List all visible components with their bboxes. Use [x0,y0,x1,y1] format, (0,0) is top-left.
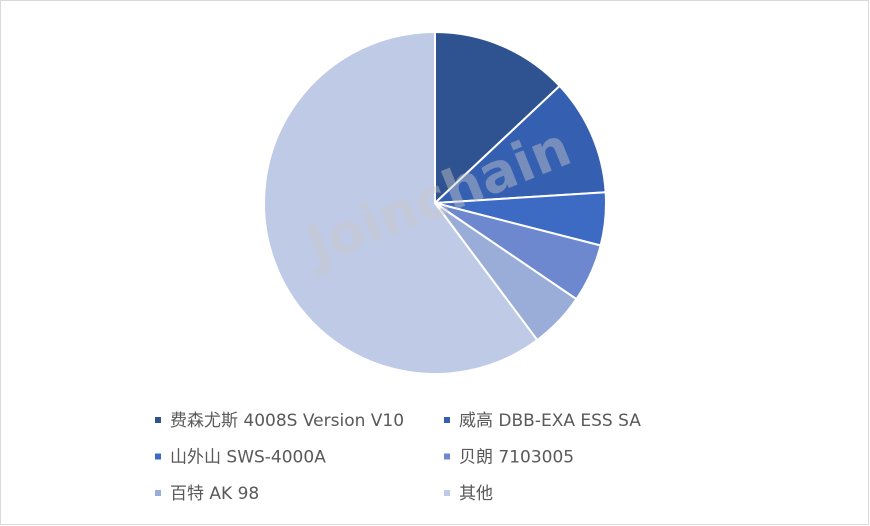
legend-label: 其他 [459,484,493,504]
legend-label: 威高 DBB-EXA ESS SA [459,411,641,431]
legend: 费森尤斯 4008S Version V10 威高 DBB-EXA ESS SA 山… [155,411,641,504]
pie-slice [434,30,562,206]
pie [263,30,607,375]
legend-swatch [155,417,161,423]
legend-swatch [155,453,161,460]
pie-slice [432,84,607,205]
legend-label: 山外山 SWS-4000A [170,448,326,468]
legend-swatch [155,490,161,496]
legend-swatch [444,453,450,460]
pie-slice [263,30,539,375]
legend-swatch [444,490,450,496]
legend-swatch [444,417,450,423]
legend-label: 费森尤斯 4008S Version V10 [170,411,404,431]
legend-label: 百特 AK 98 [170,484,259,504]
legend-label: 贝朗 7103005 [459,448,574,468]
